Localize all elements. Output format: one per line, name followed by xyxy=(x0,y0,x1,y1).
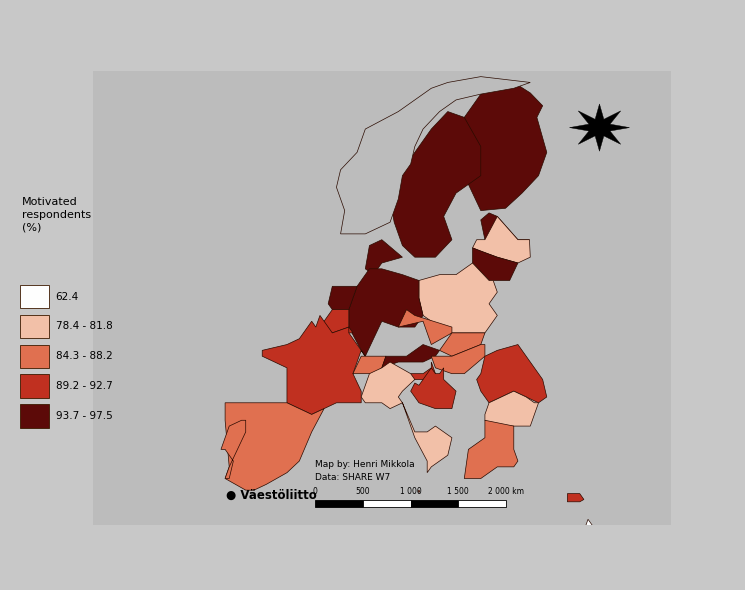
Polygon shape xyxy=(353,356,386,373)
Text: 500: 500 xyxy=(355,487,370,496)
Polygon shape xyxy=(472,248,518,280)
Bar xyxy=(458,500,506,507)
Polygon shape xyxy=(381,345,440,368)
Polygon shape xyxy=(221,420,246,478)
Bar xyxy=(20,314,49,338)
Polygon shape xyxy=(337,77,530,234)
Text: 62.4: 62.4 xyxy=(55,291,79,301)
Text: ● Väestöliitto: ● Väestöliitto xyxy=(226,489,317,502)
Text: 1 000: 1 000 xyxy=(400,487,422,496)
Text: 2 000 km: 2 000 km xyxy=(488,487,524,496)
Text: Motivated
respondents
(%): Motivated respondents (%) xyxy=(22,196,91,233)
Text: 89.2 - 92.7: 89.2 - 92.7 xyxy=(55,381,112,391)
Polygon shape xyxy=(320,310,349,333)
Polygon shape xyxy=(410,362,435,379)
Bar xyxy=(20,404,49,428)
Bar xyxy=(20,345,49,368)
Polygon shape xyxy=(485,391,539,426)
Bar xyxy=(20,285,49,308)
Text: 1 500: 1 500 xyxy=(448,487,469,496)
Polygon shape xyxy=(225,403,324,490)
Polygon shape xyxy=(347,327,353,333)
Polygon shape xyxy=(580,519,592,566)
Polygon shape xyxy=(477,345,547,403)
Polygon shape xyxy=(365,240,402,275)
Polygon shape xyxy=(329,286,357,310)
Polygon shape xyxy=(410,368,456,409)
Polygon shape xyxy=(419,263,497,333)
Text: 93.7 - 97.5: 93.7 - 97.5 xyxy=(55,411,112,421)
Polygon shape xyxy=(440,333,485,356)
Bar xyxy=(410,500,458,507)
Polygon shape xyxy=(361,362,452,473)
Polygon shape xyxy=(568,494,584,502)
Polygon shape xyxy=(399,310,452,345)
Polygon shape xyxy=(569,104,630,151)
Polygon shape xyxy=(472,217,530,263)
Text: 78.4 - 81.8: 78.4 - 81.8 xyxy=(55,322,112,332)
Polygon shape xyxy=(431,345,485,373)
Polygon shape xyxy=(481,213,530,245)
Text: 84.3 - 88.2: 84.3 - 88.2 xyxy=(55,351,112,361)
Polygon shape xyxy=(456,83,547,211)
Text: 0: 0 xyxy=(313,487,318,496)
Bar xyxy=(20,375,49,398)
Bar xyxy=(363,500,410,507)
Polygon shape xyxy=(418,490,419,493)
Bar xyxy=(315,500,363,507)
Polygon shape xyxy=(349,269,423,356)
Polygon shape xyxy=(464,420,518,478)
Text: Map by: Henri Mikkola
Data: SHARE W7: Map by: Henri Mikkola Data: SHARE W7 xyxy=(315,460,415,482)
Polygon shape xyxy=(390,112,481,257)
Polygon shape xyxy=(262,316,365,414)
